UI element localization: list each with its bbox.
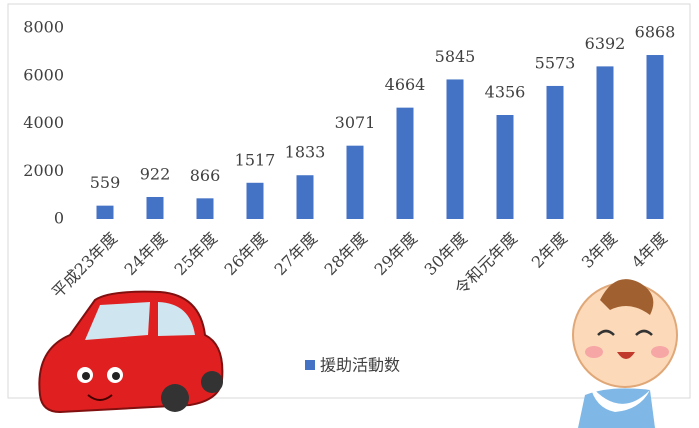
legend-swatch <box>305 360 315 370</box>
baby-cheek <box>651 346 669 358</box>
data-label: 559 <box>90 173 121 192</box>
data-label: 1517 <box>235 150 276 169</box>
data-label: 922 <box>140 164 171 183</box>
car-wheel <box>161 384 189 412</box>
bar <box>297 175 314 219</box>
bar <box>197 198 214 219</box>
y-tick-label: 2000 <box>23 161 64 180</box>
bar <box>597 66 614 219</box>
bar <box>97 206 114 219</box>
y-tick-label: 0 <box>54 209 64 228</box>
baby-cheek <box>585 346 603 358</box>
bar <box>647 55 664 219</box>
data-label: 5845 <box>435 47 476 66</box>
data-label: 4356 <box>485 83 526 102</box>
bar <box>347 146 364 219</box>
data-label: 866 <box>190 166 221 185</box>
data-label: 6868 <box>635 23 676 42</box>
data-label: 5573 <box>535 53 576 72</box>
bar <box>247 183 264 219</box>
data-label: 3071 <box>335 113 376 132</box>
car-wheel <box>201 371 223 393</box>
baby-illustration <box>573 279 677 428</box>
y-tick-label: 4000 <box>23 113 64 132</box>
y-tick-label: 8000 <box>23 18 64 37</box>
y-tick-label: 6000 <box>23 65 64 84</box>
data-label: 4664 <box>385 75 426 94</box>
bar <box>497 115 514 219</box>
bar <box>447 79 464 219</box>
legend-label: 援助活動数 <box>320 356 400 375</box>
bar <box>147 197 164 219</box>
bar <box>397 108 414 219</box>
bar <box>547 86 564 219</box>
data-label: 1833 <box>285 143 326 162</box>
data-label: 6392 <box>585 34 626 53</box>
car-eye <box>82 372 90 380</box>
car-eye <box>112 372 120 380</box>
chart: 02000400060008000平成23年度24年度25年度26年度27年度2… <box>0 0 699 428</box>
